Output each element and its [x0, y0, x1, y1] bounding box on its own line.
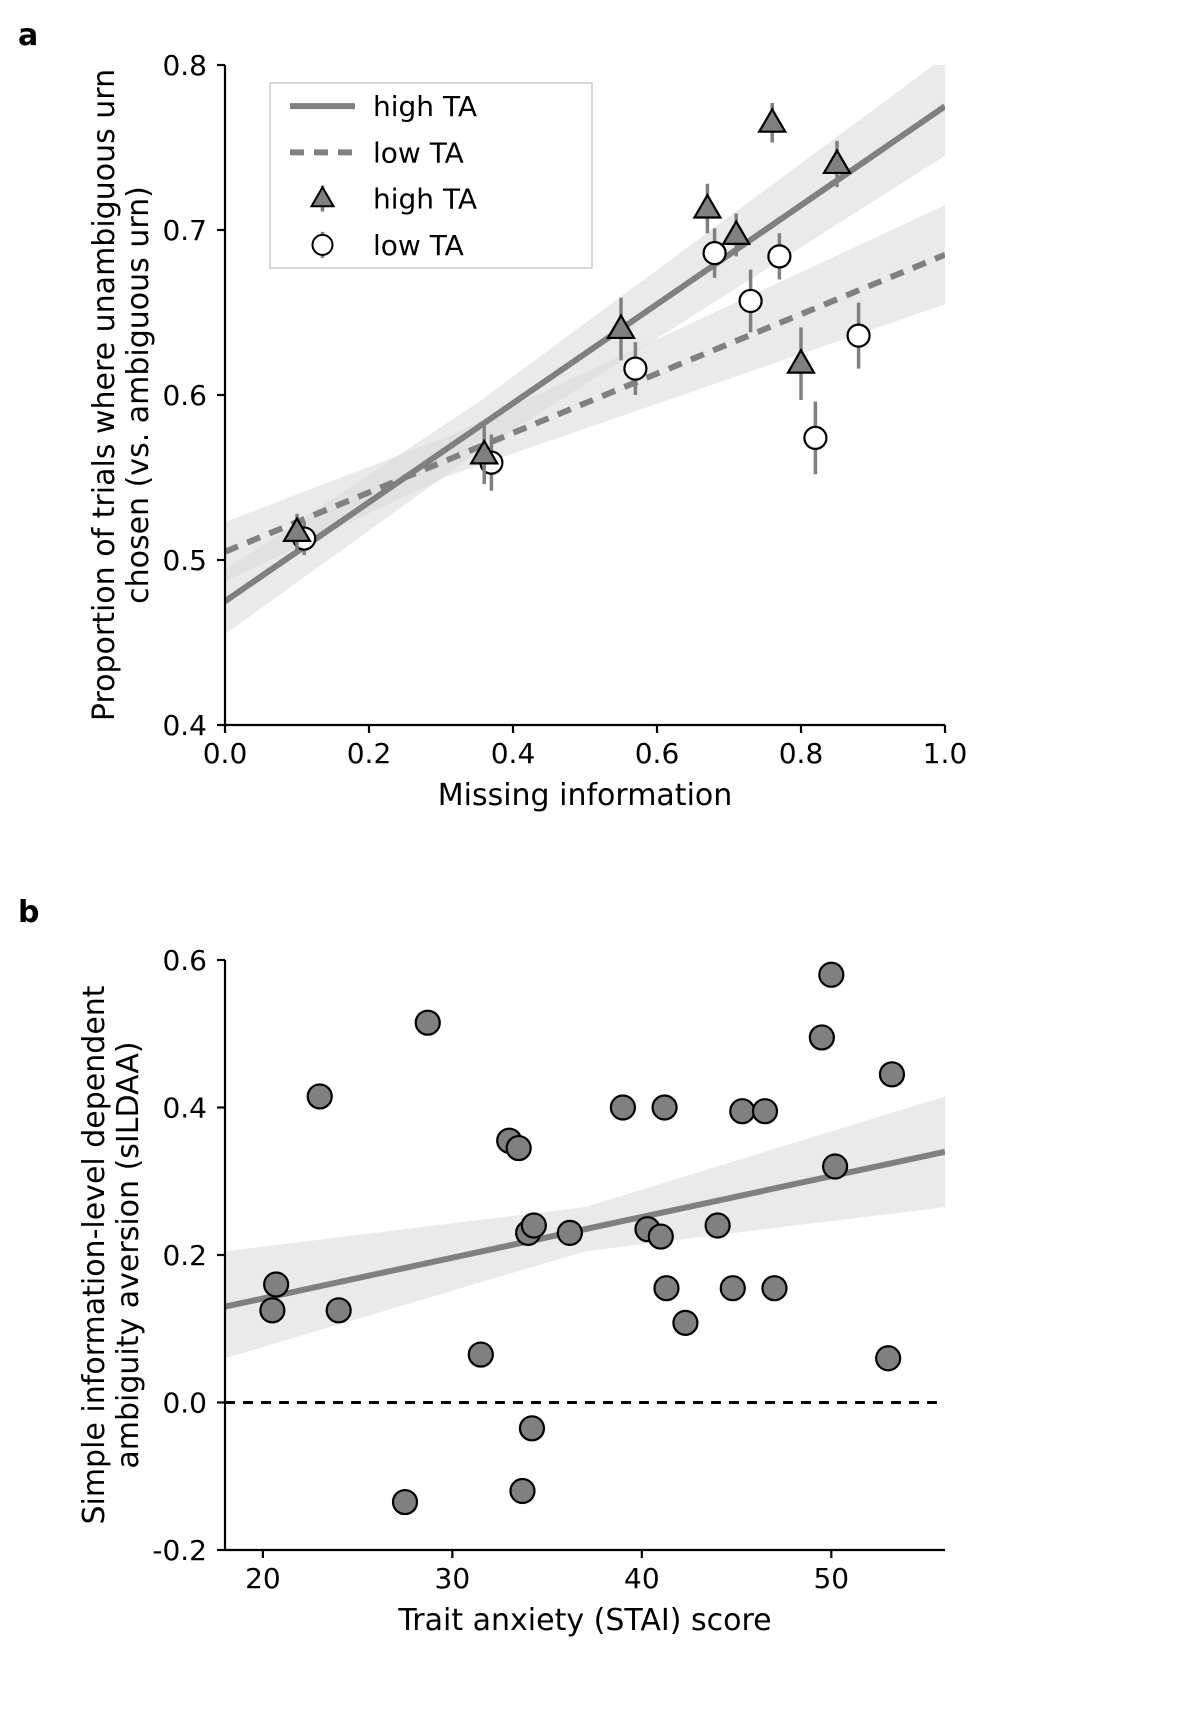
scatter-point	[653, 1096, 677, 1120]
scatter-point	[730, 1099, 754, 1123]
scatter-point	[706, 1214, 730, 1238]
scatter-point	[416, 1011, 440, 1035]
chart-b: 20 30 40 50 -0.2 0.0 0.2 0.4 0.6 Trait anxiety (S…	[0, 0, 1200, 1729]
scatter-point	[649, 1225, 673, 1249]
y-tick-label: -0.2	[152, 1534, 207, 1567]
scatter-point	[393, 1490, 417, 1514]
scatter-point	[654, 1276, 678, 1300]
scatter-point	[327, 1298, 351, 1322]
y-tick-label: 0.4	[162, 1092, 207, 1125]
scatter-point	[753, 1099, 777, 1123]
x-tick-label: 50	[813, 1562, 849, 1595]
scatter-point	[611, 1096, 635, 1120]
scatter-point	[819, 963, 843, 987]
scatter-point	[823, 1155, 847, 1179]
scatter-point	[260, 1298, 284, 1322]
y-axis-label: Simple information-level dependentambigu…	[77, 985, 146, 1524]
scatter-point	[522, 1214, 546, 1238]
scatter-point	[520, 1416, 544, 1440]
scatter-point	[308, 1084, 332, 1108]
x-tick-label: 20	[245, 1562, 281, 1595]
y-tick-label: 0.2	[162, 1239, 207, 1272]
scatter-point	[810, 1025, 834, 1049]
scatter-point	[880, 1062, 904, 1086]
scatter-point	[558, 1221, 582, 1245]
y-tick-label: 0.0	[162, 1387, 207, 1420]
scatter-point	[264, 1273, 288, 1297]
scatter-point	[507, 1136, 531, 1160]
scatter-point	[762, 1276, 786, 1300]
scatter-point	[469, 1343, 493, 1367]
x-tick-label: 30	[435, 1562, 471, 1595]
scatter-point	[510, 1479, 534, 1503]
x-tick-label: 40	[624, 1562, 660, 1595]
scatter-point	[876, 1346, 900, 1370]
scatter-point	[721, 1276, 745, 1300]
x-axis-label: Trait anxiety (STAI) score	[397, 1603, 771, 1638]
scatter-point	[673, 1311, 697, 1335]
figure-page: { "panel_labels": { "a": "a", "b": "b" }…	[0, 0, 1200, 1729]
y-tick-label: 0.6	[162, 944, 207, 977]
